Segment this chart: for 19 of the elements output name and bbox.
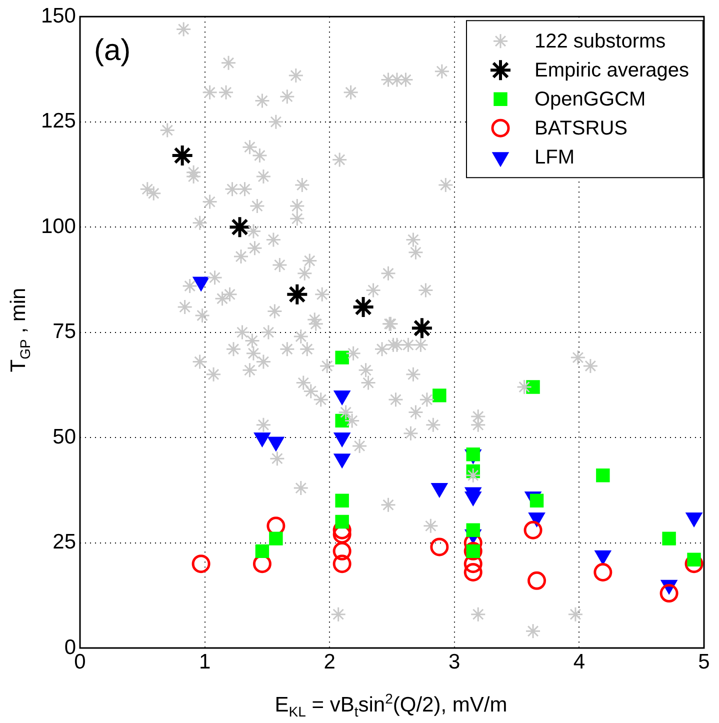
legend-label: LFM: [534, 146, 574, 169]
x-tick-label: 5: [698, 650, 710, 674]
x-axis-title: E$_{KL}$ = vB$_{t}$sin$^{2}$(Q/2), mV/m: [274, 690, 508, 720]
legend-label: Empiric averages: [534, 60, 690, 82]
y-tick-label: 150: [40, 4, 76, 28]
legend-label: BATSRUS: [534, 118, 628, 140]
x-tick-label: 2: [324, 650, 336, 674]
y-tick-label: 125: [40, 110, 76, 133]
y-tick-label: 25: [52, 530, 76, 554]
y-tick-label: 0: [64, 636, 76, 659]
legend-label: OpenGGCM: [534, 88, 646, 111]
x-tick-label: 3: [448, 650, 460, 674]
y-tick-label: 50: [52, 425, 76, 448]
y-tick-label: 100: [40, 214, 76, 238]
x-tick-label: 1: [198, 650, 211, 674]
annotation: (a): [94, 34, 131, 67]
x-tick-label: 4: [573, 650, 586, 674]
y-tick-label: 75: [52, 320, 76, 344]
legend-label: 122 substorms: [534, 30, 666, 53]
